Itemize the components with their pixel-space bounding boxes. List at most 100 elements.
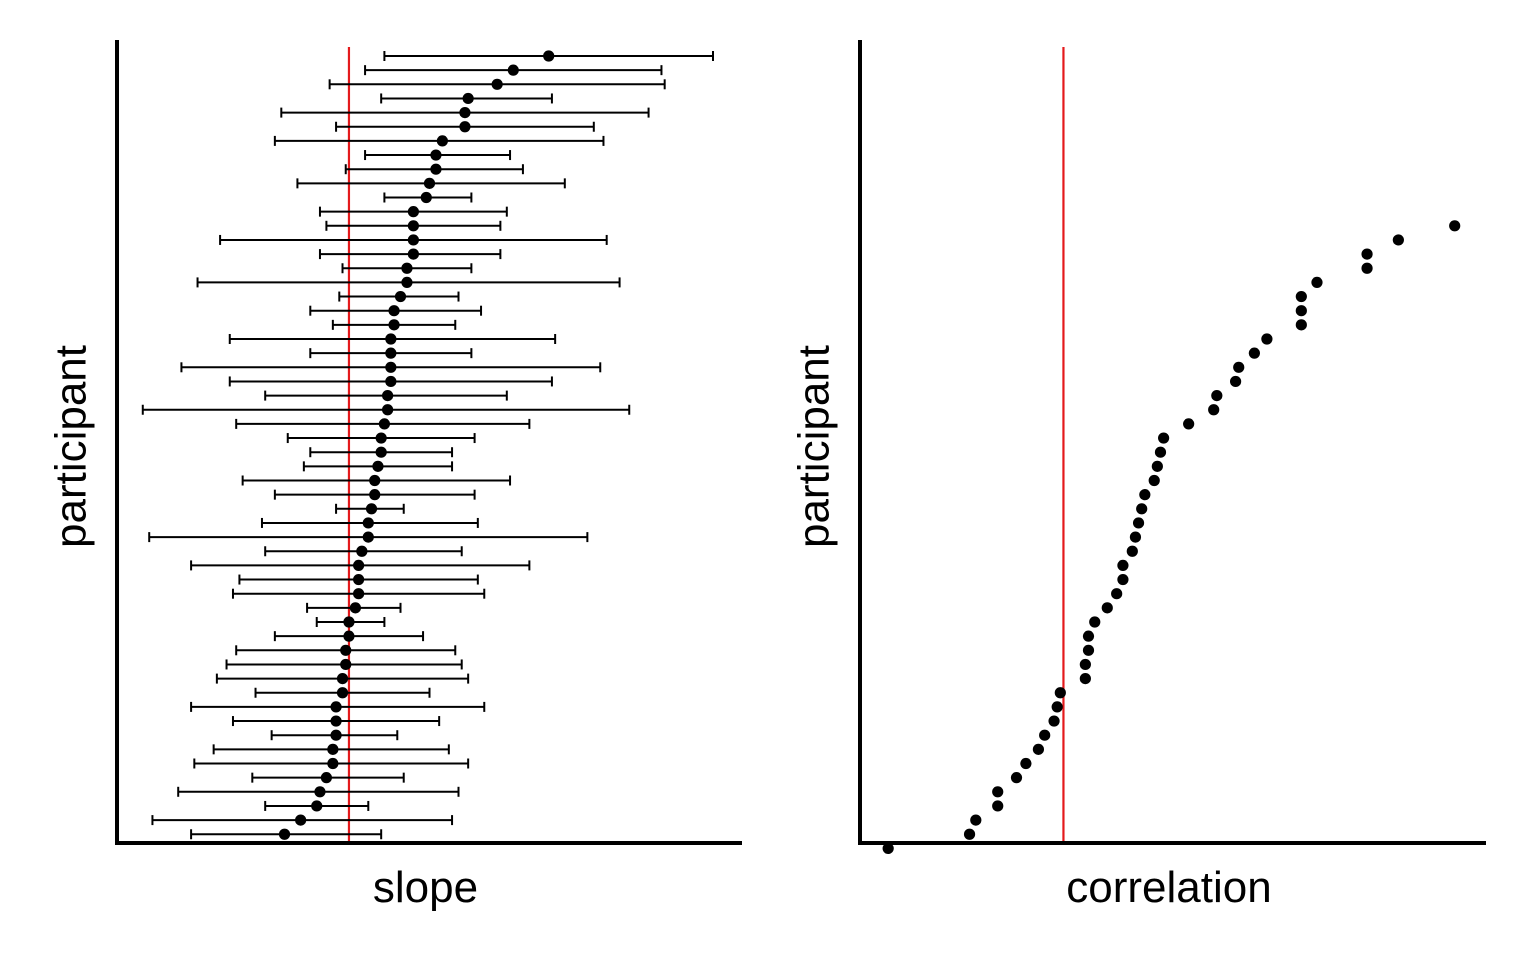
data-point [459,107,471,119]
data-point [1126,545,1138,557]
data-point [340,644,352,656]
data-point [430,163,442,175]
data-point [388,305,400,317]
data-point [1183,418,1195,430]
data-point [1079,658,1091,671]
correlation-y-axis-label: participant [789,345,838,548]
correlation-x-axis-label: correlation [1066,863,1271,912]
slope-panel: slope participant [46,40,742,912]
data-point [385,361,397,373]
data-point [336,687,349,699]
data-point [353,573,365,586]
data-point [385,347,397,359]
data-point [459,121,471,133]
data-point [1248,347,1260,359]
data-point [407,220,419,232]
data-point [407,234,419,246]
data-point [1208,404,1220,416]
data-point [1010,772,1023,784]
data-point [314,786,326,798]
data-point [349,602,362,614]
data-point [1101,602,1113,614]
data-point [353,588,365,600]
data-point [327,743,339,755]
data-point [423,177,436,189]
data-point [1154,446,1167,458]
data-point [491,78,503,90]
data-point [343,616,355,628]
data-point [1449,220,1461,232]
data-point [401,262,413,274]
data-point [382,404,394,416]
data-point [1117,559,1129,572]
data-point [462,92,474,105]
data-point [1151,460,1163,472]
data-point [1139,489,1151,501]
data-point [963,828,976,840]
data-point [1079,673,1091,685]
data-point [1129,531,1142,543]
data-point [372,460,384,472]
data-point [1230,375,1242,388]
data-point [278,828,291,840]
data-point [436,135,448,147]
data-point [1136,503,1148,515]
data-point [385,375,397,388]
data-point [330,715,342,727]
data-point [1361,248,1373,260]
data-point [378,418,390,430]
data-point [1111,588,1123,600]
data-point [369,474,381,487]
data-point [362,517,374,529]
data-point [420,191,432,204]
data-point [375,432,387,444]
data-point [430,149,442,161]
data-point [1039,729,1051,741]
data-point [1051,701,1063,713]
slope-x-axis-label: slope [373,863,478,912]
data-point [1020,757,1032,770]
data-point [543,50,555,62]
data-point [327,757,339,770]
data-point [407,206,419,218]
data-point [507,64,519,76]
data-point [362,531,374,543]
data-point [1082,644,1095,656]
data-point [295,814,307,826]
data-point [1361,262,1373,274]
data-point [330,729,342,741]
data-point [388,319,400,331]
data-point [882,842,894,855]
data-point [407,248,419,260]
data-point [356,545,368,557]
data-point [394,290,407,303]
data-point [369,489,381,501]
data-point [320,772,333,784]
data-point [1233,361,1245,373]
data-point [382,390,394,402]
data-point [970,814,982,826]
data-point [1295,319,1307,331]
data-point [311,800,323,812]
data-point [375,446,387,458]
correlation-marks-layer [882,220,1461,855]
correlation-panel: correlation participant [789,40,1486,912]
data-point [1261,333,1273,345]
data-point [1311,276,1323,288]
data-point [340,658,352,671]
data-point [330,701,342,713]
data-point [343,630,355,642]
data-point [1032,743,1045,755]
data-point [1148,474,1160,487]
data-point [1295,290,1307,303]
data-point [336,673,349,685]
data-point [1211,390,1223,402]
data-point [1117,573,1129,586]
data-point [1082,630,1095,642]
data-point [992,786,1004,798]
data-point [365,503,378,515]
slope-y-axis-label: participant [46,345,95,548]
slope-marks-layer [141,50,715,840]
data-point [992,800,1004,812]
